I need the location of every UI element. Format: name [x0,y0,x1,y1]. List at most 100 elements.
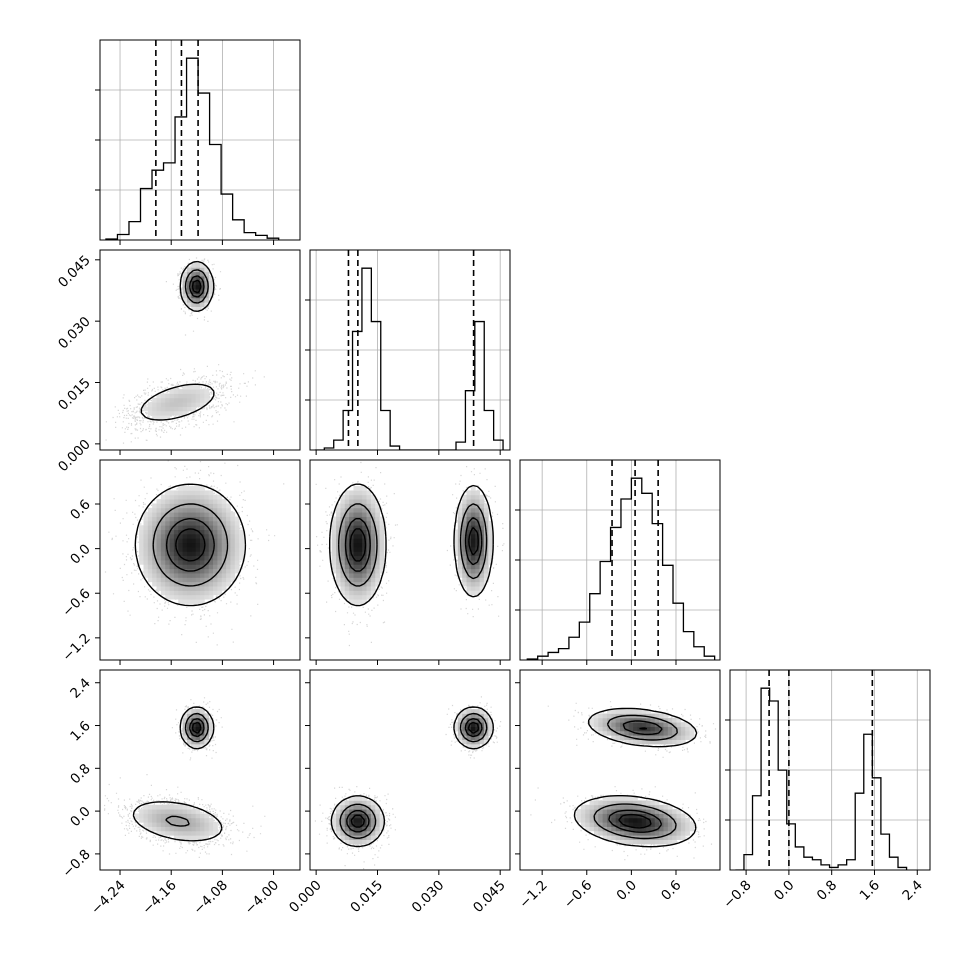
density-cell [200,490,205,496]
density-cell [462,722,467,727]
density-cell [169,406,175,412]
density-cell [143,560,149,565]
density-cell [667,839,673,845]
density-cell [650,726,656,732]
density-cell [628,730,634,736]
density-cell [195,503,201,509]
density-cell [156,817,162,823]
density-cell [165,822,170,827]
density-cell [650,809,656,814]
density-cell [340,590,346,596]
density-cell [357,507,363,513]
density-cell [182,533,188,539]
density-cell [620,839,625,845]
density-cell [204,564,210,570]
density-cell [195,594,201,600]
density-cell [585,804,590,810]
density-cell [637,822,643,827]
density-cell [208,533,214,539]
density-cell [195,397,201,403]
density-cell [208,590,214,596]
density-cell [221,586,227,591]
density-cell [204,533,210,539]
density-cell [191,490,197,496]
density-cell [680,726,686,732]
density-cell [685,726,690,732]
density-cell [672,830,677,836]
density-cell [195,393,201,399]
density-cell [182,564,188,570]
density-cell [453,533,459,539]
density-cell [353,577,359,583]
density-cell [366,520,372,526]
density-cell [353,555,359,561]
density-cell [160,499,166,504]
density-cell [593,817,599,823]
x-tick-label: 0.6 [658,877,685,904]
density-cell [173,573,179,578]
density-cell [349,813,354,819]
density-cell [165,577,170,583]
density-cell [230,560,236,565]
density-cell [331,568,337,574]
density-cell [362,594,367,600]
density-cell [457,516,463,522]
density-cell [191,586,197,591]
density-cell [173,594,179,600]
density-cell [186,280,192,286]
density-cell [173,393,179,399]
density-cell [488,730,494,736]
density-cell [156,507,162,513]
density-cell [340,586,346,591]
density-cell [182,384,188,390]
density-cell [349,809,354,814]
density-cell [182,813,188,819]
density-cell [165,809,170,814]
contour-line [349,526,479,562]
density-cell [488,555,494,561]
density-cell [470,542,476,548]
density-cell [620,804,625,810]
density-cell [628,804,634,810]
density-cell [470,743,476,749]
density-cell [200,271,205,277]
density-cell [147,402,153,407]
contour-line [338,503,488,587]
density-cell [676,826,682,832]
density-cell [676,717,682,723]
density-cell [182,512,188,517]
density-cell [466,735,472,740]
density-cell [646,809,651,814]
density-cell [152,560,157,565]
density-cell [340,835,346,840]
density-cell [200,512,205,517]
density-cell [344,520,350,526]
density-cell [593,830,599,836]
density-cell [353,586,359,591]
density-cell [475,568,480,574]
density-cell [204,739,210,745]
density-cell [156,402,162,407]
y-tick-label: 0.015 [55,375,94,414]
density-cell [191,560,197,565]
density-cell [160,415,166,420]
density-cell [375,817,380,823]
density-cell [646,813,651,819]
density-cell [186,393,192,399]
density-cell [195,560,201,565]
density-cell [200,507,205,513]
density-cell [659,730,664,736]
density-cell [353,520,359,526]
density-cell [156,546,162,552]
density-cell [204,297,210,303]
density-cell [479,551,485,557]
density-cell [191,581,197,587]
density-cell [357,590,363,596]
density-cell [366,499,372,504]
density-cell [226,555,231,561]
density-cell [641,735,647,740]
density-cell [611,813,617,819]
density-cell [152,804,157,810]
density-cell [620,817,625,823]
density-cell [169,594,175,600]
